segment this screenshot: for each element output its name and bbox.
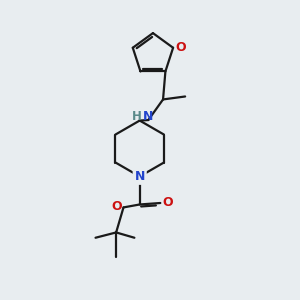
Text: O: O [112,200,122,213]
Text: N: N [143,110,154,123]
Text: O: O [162,196,173,209]
Text: O: O [175,41,186,54]
Text: N: N [134,170,145,183]
Text: H: H [132,110,142,123]
